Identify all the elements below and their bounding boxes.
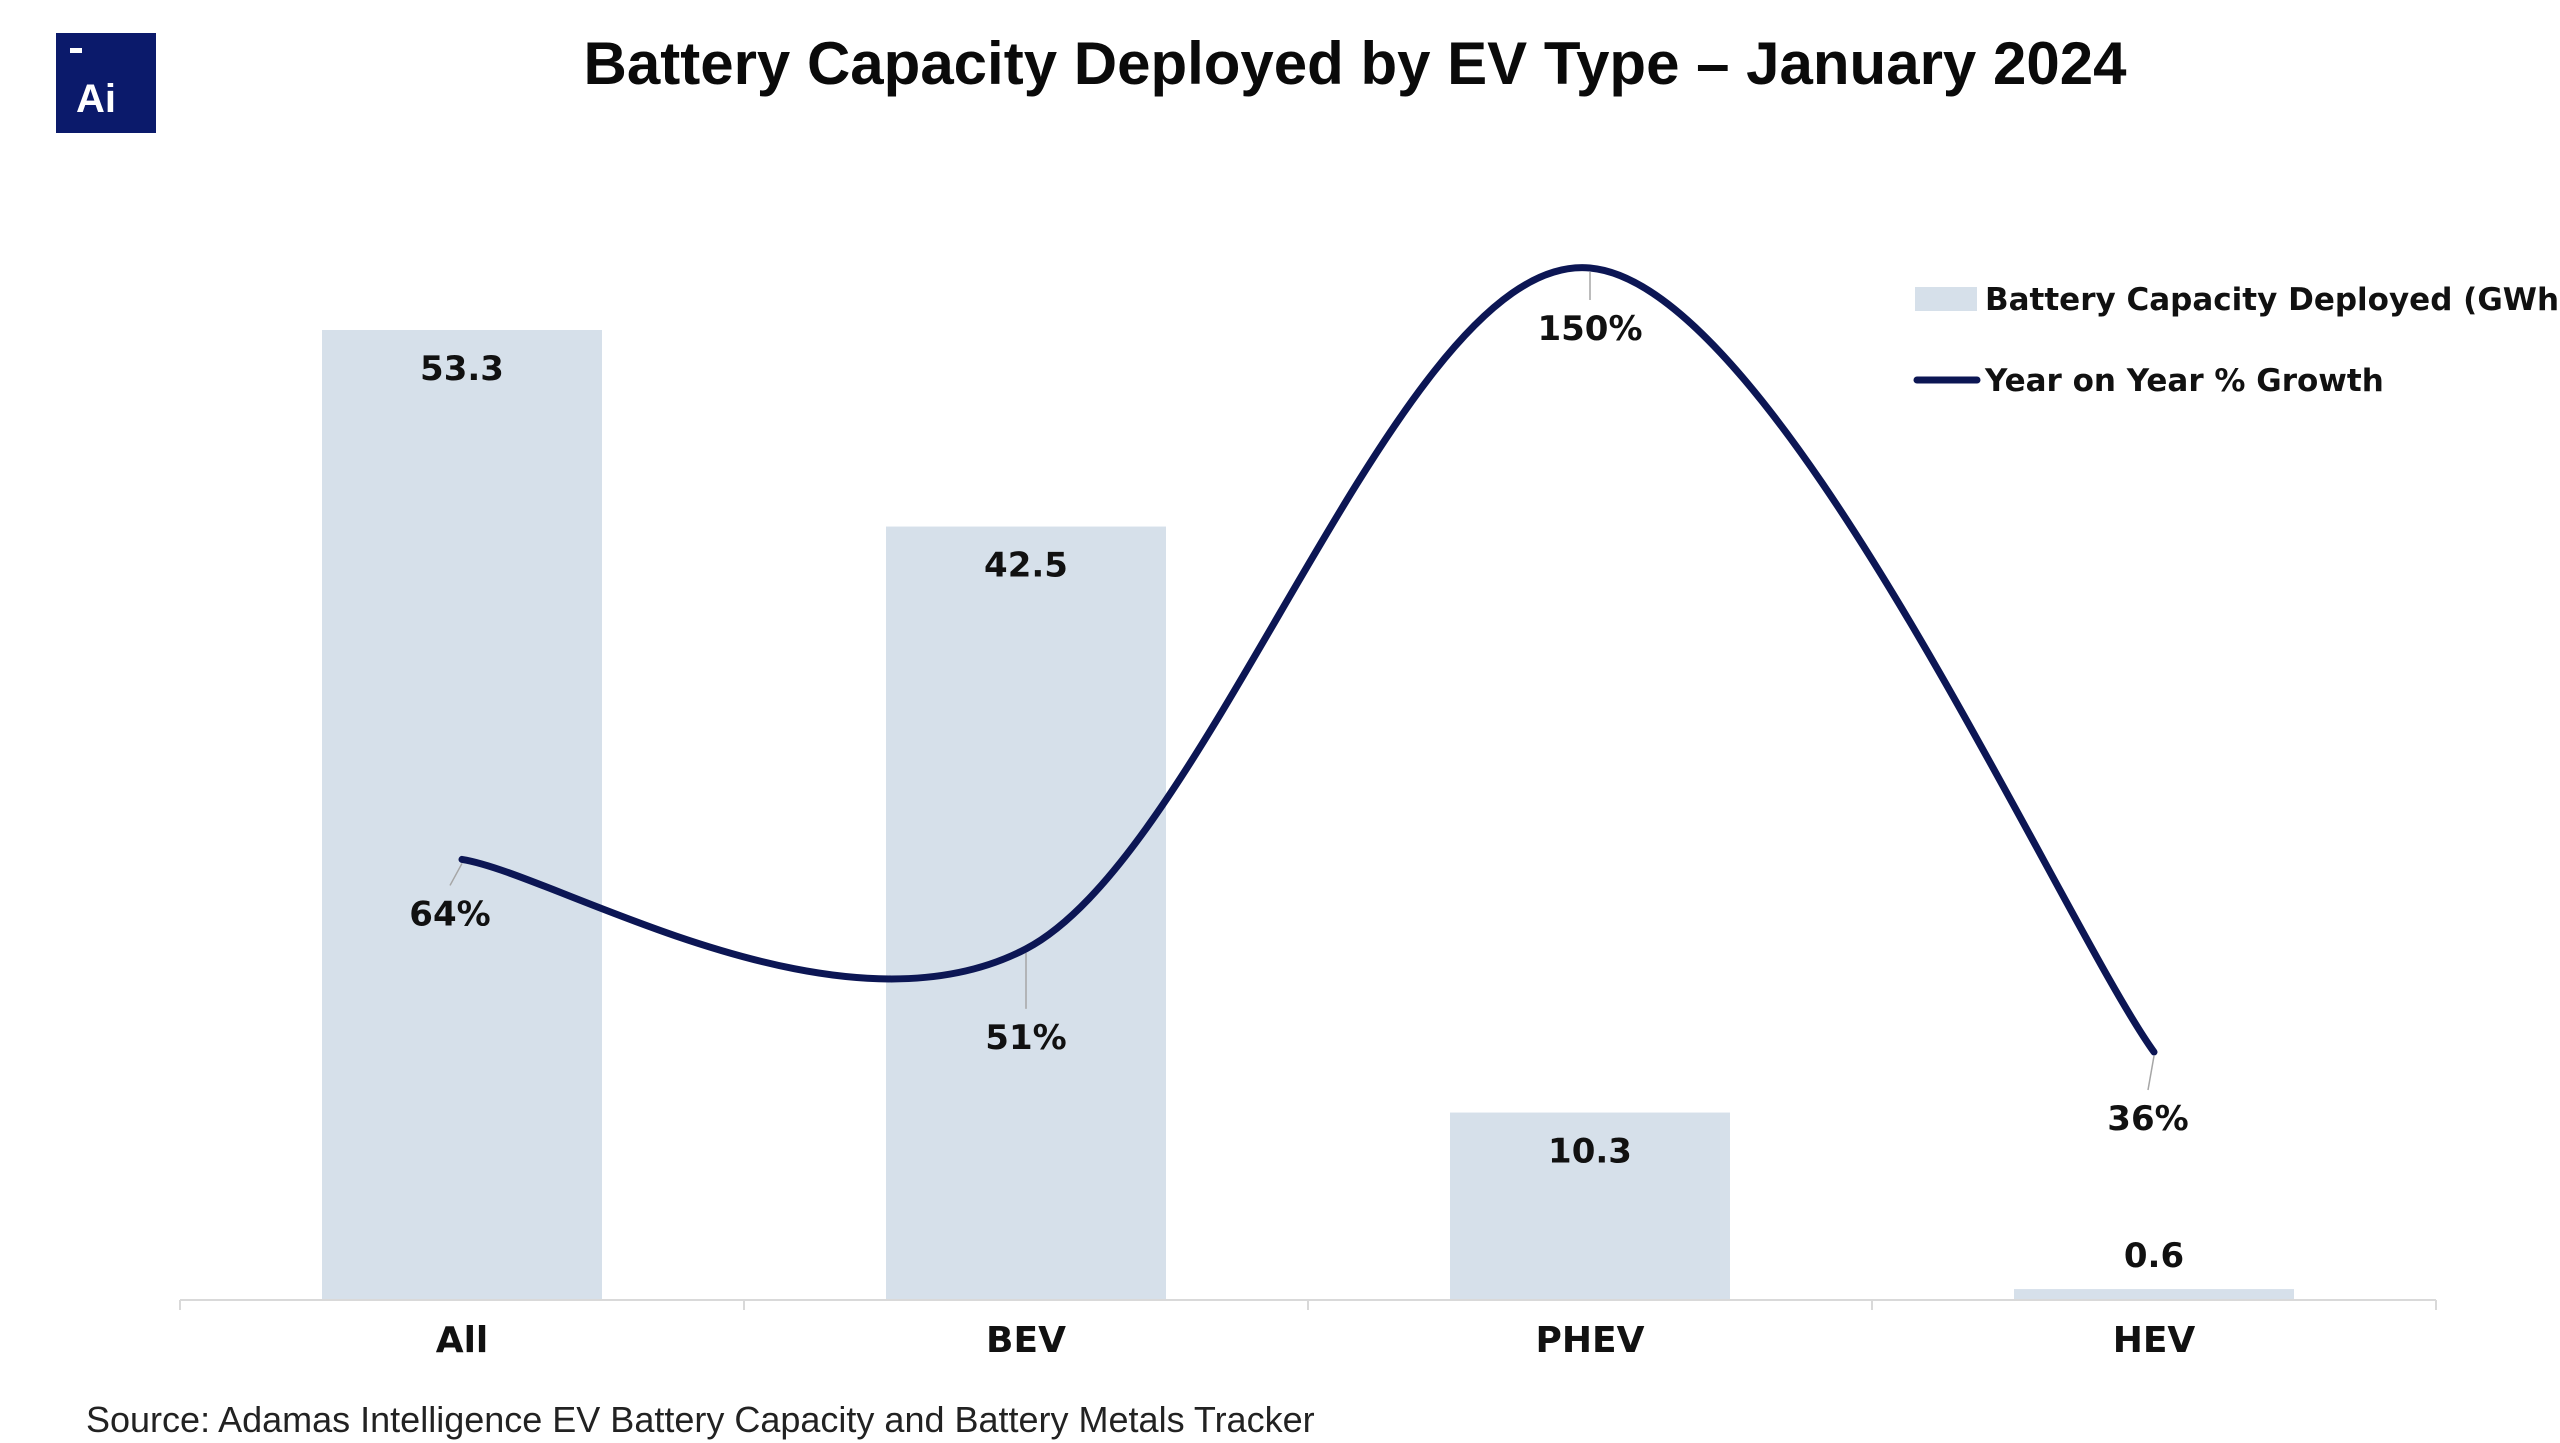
bar-hev: [2014, 1289, 2294, 1300]
bar-value-label: 10.3: [1548, 1132, 1632, 1172]
growth-labels-layer: 64% 51% 150% 36%: [409, 309, 2188, 1139]
category-label-bev: BEV: [986, 1320, 1066, 1361]
leader-lines: [449, 272, 2155, 1091]
legend-label-bar: Battery Capacity Deployed (GWh): [1985, 282, 2560, 318]
source-note: Source: Adamas Intelligence EV Battery C…: [86, 1399, 1315, 1440]
growth-line: [458, 264, 2158, 1056]
growth-value-label: 64%: [409, 894, 490, 934]
bar-labels-layer: 53.3 42.5 10.3 0.6: [420, 349, 2184, 1276]
growth-leader-line: [449, 863, 463, 886]
bars-layer: [322, 330, 2294, 1300]
bar-bev: [886, 526, 1166, 1300]
bar-phev: [1450, 1112, 1730, 1300]
growth-value-label: 150%: [1537, 309, 1642, 349]
bar-value-label: 53.3: [420, 349, 504, 389]
growth-value-label: 36%: [2107, 1099, 2188, 1139]
legend-bar-swatch: [1915, 287, 1977, 311]
legend-label-line: Year on Year % Growth: [1984, 363, 2384, 399]
growth-value-label: 51%: [985, 1018, 1066, 1058]
logo: Ai: [56, 33, 156, 133]
chart-title: Battery Capacity Deployed by EV Type – J…: [584, 30, 2128, 97]
bar-all: [322, 330, 602, 1300]
legend: Battery Capacity Deployed (GWh) Year on …: [1913, 282, 2560, 399]
category-label-hev: HEV: [2113, 1320, 2196, 1361]
bar-value-label: 0.6: [2124, 1236, 2184, 1276]
category-labels-layer: All BEV PHEV HEV: [436, 1320, 2196, 1361]
x-axis-ticks: [179, 1300, 2437, 1310]
logo-dash: [70, 48, 82, 53]
growth-leader-line: [2147, 1055, 2155, 1091]
category-label-phev: PHEV: [1536, 1320, 1645, 1361]
category-label-all: All: [436, 1320, 489, 1361]
bar-value-label: 42.5: [984, 546, 1068, 586]
logo-text: Ai: [76, 77, 116, 121]
